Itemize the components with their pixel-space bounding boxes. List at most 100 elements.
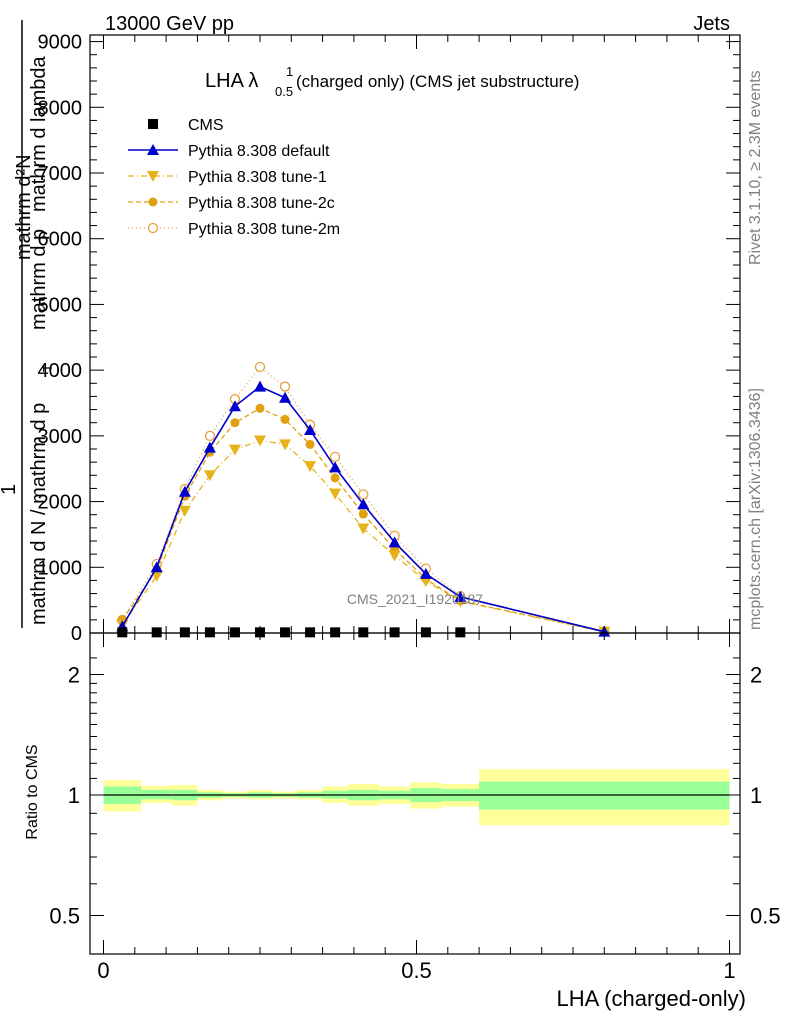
series-pythia-8-308-default [116,380,611,637]
data-point [228,400,241,412]
ratio-tick-label-right: 1 [750,783,762,808]
data-point [204,627,215,638]
data-point [329,461,342,473]
series-line [121,407,605,633]
analysis-watermark: CMS_2021_I1920187 [347,591,483,607]
legend-entry: CMS [148,117,224,134]
plot-title-main: LHA λ [205,70,258,92]
data-point [304,461,317,473]
data-point [358,489,369,500]
data-point [151,627,162,638]
legend-marker [147,171,159,182]
header-left: 13000 GeV pp [105,13,234,35]
data-point [178,485,191,497]
y-tick-label: 5000 [38,294,83,316]
x-tick-label: 1 [723,958,735,983]
plot-title-sub: 0.5 [275,84,293,99]
data-point [203,470,216,482]
legend: CMS Pythia 8.308 default Pythia 8.308 tune… [128,117,340,238]
ylabel-line3b: T [40,364,55,372]
legend-marker [147,222,159,234]
ylabel-line1b: mathrm d p [28,229,50,330]
data-point [230,418,240,428]
data-point [305,439,315,449]
data-point [179,627,190,638]
header-right: Jets [693,13,730,35]
y-tick-label: 8000 [38,97,83,119]
y-tick-label: 4000 [38,360,83,382]
data-point [388,536,401,548]
ylabel-line3: mathrm d N / mathrm d p [28,403,50,625]
data-point [178,505,191,517]
ratio-y-label: Ratio to CMS [24,744,41,839]
data-point [204,430,216,442]
main-y-label: mathrm d²N mathrm d lambda mathrm d p 1 … [0,20,55,628]
main-y-ticks: 0 1000 2000 3000 4000 5000 6000 7000 8000 9000 [38,32,740,645]
ratio-tick-label: 2 [68,663,80,688]
y-tick-label: 6000 [38,229,83,251]
legend-entry: Pythia 8.308 tune-2m [128,221,340,238]
data-point [388,550,401,562]
data-point [330,627,341,638]
data-point [330,473,340,483]
x-tick-label: 0 [97,958,109,983]
data-point [455,627,466,638]
ratio-frame [89,632,741,955]
data-point [203,441,216,453]
legend-label: Pythia 8.308 tune-2c [188,195,335,212]
data-point [280,414,290,424]
legend-label: Pythia 8.308 default [188,143,330,160]
y-tick-label: 7000 [38,163,83,185]
x-ticks: 0 0.5 1 [97,35,736,983]
y-tick-label: 3000 [38,426,83,448]
data-point [150,561,163,573]
data-point [358,627,369,638]
data-point [454,590,467,602]
ratio-tick-label: 0.5 [49,904,80,929]
data-point [279,391,292,403]
series-line [121,365,605,633]
ylabel-line2: 1 [0,484,20,495]
x-tick-label: 0.5 [401,958,432,983]
data-point [329,488,342,500]
legend-entry: Pythia 8.308 default [128,143,330,160]
ylabel-line1: mathrm d²N [13,154,35,260]
y-tick-label: 0 [71,623,82,645]
plot-title-rest: (charged only) (CMS jet substructure) [296,72,579,91]
ratio-tick-label-right: 2 [750,663,762,688]
x-axis-label: LHA (charged-only) [556,986,746,1011]
data-point [357,523,370,535]
data-point [255,403,265,413]
data-point [254,361,266,373]
data-point [420,627,431,638]
data-point [279,439,292,451]
data-point [254,380,266,392]
plot-title-sup: 1 [286,64,293,79]
legend-marker [148,197,158,207]
rivet-version-label: Rivet 3.1.10, ≥ 2.3M events [747,70,764,265]
ylabel-line1c: mathrm d lambda [28,56,50,212]
data-point [279,381,291,392]
legend-entry: Pythia 8.308 tune-1 [128,169,327,186]
series-line [121,385,605,633]
legend-entry: Pythia 8.308 tune-2c [128,195,335,212]
data-point [304,423,317,435]
legend-label: CMS [188,117,224,134]
data-point [419,567,432,579]
series-line [121,439,605,633]
ratio-tick-label-right: 0.5 [750,904,781,929]
data-point [389,627,400,638]
data-point [254,435,266,447]
ratio-tick-label: 1 [68,783,80,808]
data-point [229,627,240,638]
data-point [280,627,291,638]
data-point [117,627,128,638]
legend-marker [147,144,159,155]
data-point [357,498,370,510]
mcplots-label: mcplots.cern.ch [arXiv:1306.3436] [747,388,764,630]
ratio-bands [103,769,730,826]
ratio-y-ticks: 0.5 0.5 1 1 2 2 [49,657,781,929]
legend-label: Pythia 8.308 tune-1 [188,169,327,186]
y-tick-label: 2000 [38,492,83,514]
